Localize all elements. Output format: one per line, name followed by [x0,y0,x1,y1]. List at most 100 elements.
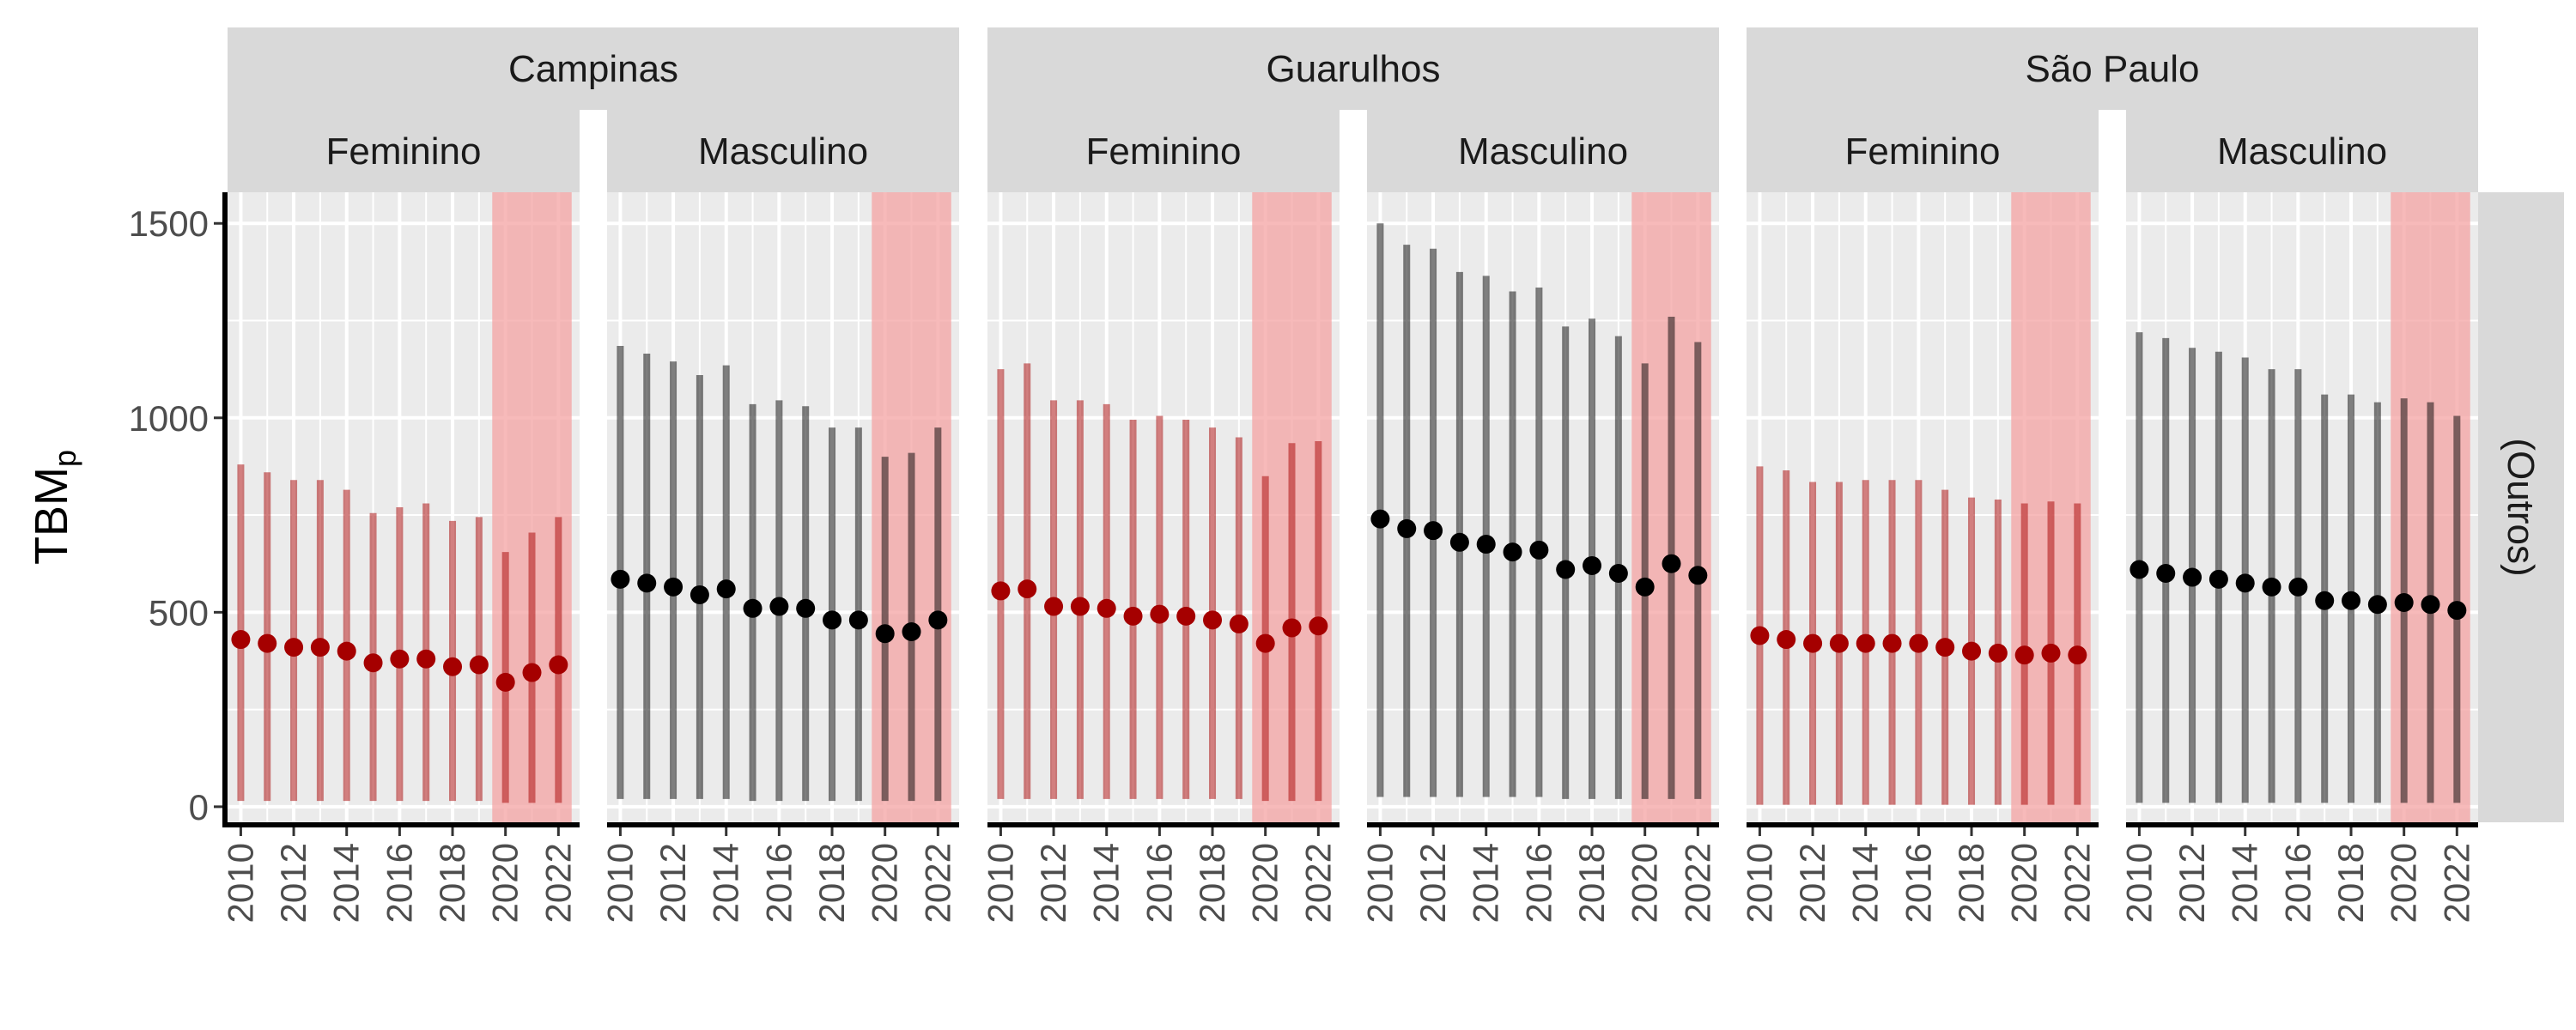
x-tick-label: 2018 [2330,843,2371,923]
data-point [1688,566,1708,585]
data-point [258,633,277,653]
x-tick-label: 2022 [1677,843,1717,923]
facet-panel: Feminino 2010 2012 2014 2016 2018 2020 2022 [980,110,1340,923]
x-tick-label: 2018 [1571,843,1612,923]
x-tick-label: 2010 [980,843,1020,923]
data-point [1882,633,1902,653]
data-point [1229,614,1249,633]
data-point [1803,633,1823,653]
data-point [611,569,630,589]
data-point [1203,610,1223,630]
data-point [1449,532,1469,552]
data-point [1608,564,1628,584]
data-point [1123,606,1143,626]
sex-strip-label: Feminino [326,130,482,173]
data-point [2288,577,2308,597]
city-strip [228,27,959,110]
data-point [928,610,948,630]
data-point [469,655,489,675]
data-point [1282,618,1302,638]
facet-panel: Masculino 2010 2012 2014 2016 2018 2020 2022 [2118,110,2478,923]
city-strip-label: Guarulhos [1266,48,1440,90]
data-point [1476,535,1496,554]
data-point [1635,577,1655,597]
x-tick-label: 2020 [1245,843,1285,923]
data-point [1044,597,1064,616]
x-tick-label: 2012 [653,843,693,923]
data-point [1503,542,1522,562]
row-strip [2478,192,2564,822]
data-point [1750,626,1770,645]
data-point [1935,638,1955,657]
city-strip [987,27,1719,110]
x-tick-label: 2012 [1413,843,1453,923]
x-tick-label: 2014 [1086,843,1127,923]
data-point [284,638,304,657]
data-point [664,577,683,597]
data-point [1070,597,1090,616]
data-point [2342,591,2361,610]
data-point [231,630,251,650]
y-tick-label: 0 [189,787,209,827]
data-point [1556,560,1576,579]
y-tick-label: 1500 [129,203,209,244]
x-tick-label: 2016 [1518,843,1558,923]
data-point [1988,643,2008,663]
x-tick-label: 2016 [758,843,799,923]
x-tick-label: 2020 [485,843,526,923]
x-tick-label: 2014 [2225,843,2265,923]
x-tick-label: 2014 [326,843,367,923]
sex-strip [1367,110,1719,192]
city-strip [1747,27,2478,110]
data-point [875,624,895,644]
sex-strip-label: Feminino [1845,130,2001,173]
data-point [1176,606,1196,626]
data-point [390,649,410,669]
x-tick-label: 2022 [2436,843,2476,923]
data-point [1370,509,1390,529]
y-axis-title-main: TBM [26,467,77,565]
data-point [2447,601,2467,621]
x-tick-label: 2018 [432,843,472,923]
data-point [2129,560,2149,579]
data-point [2421,595,2440,615]
data-point [1397,518,1417,538]
sex-strip-label: Masculino [698,130,868,173]
data-point [443,657,463,676]
x-tick-label: 2010 [220,843,260,923]
data-point [1909,633,1929,653]
data-point [637,573,657,593]
data-point [1829,633,1849,653]
data-point [743,598,762,618]
data-point [2394,593,2414,613]
data-point [1097,598,1116,618]
x-tick-label: 2012 [2172,843,2212,923]
data-point [2183,567,2202,587]
data-point [363,653,383,673]
facet-panel: Masculino 2010 2012 2014 2016 2018 2020 2022 [1359,110,1719,923]
data-point [1255,633,1275,653]
data-point [2014,645,2034,665]
data-point [1962,641,1982,661]
x-tick-label: 2014 [706,843,746,923]
sex-strip [228,110,580,192]
x-tick-label: 2020 [2384,843,2424,923]
data-point [2068,645,2087,665]
x-tick-label: 2018 [1951,843,1991,923]
y-tick-label: 1000 [129,398,209,439]
data-point [769,597,789,616]
data-point [1150,604,1170,624]
data-point [2235,573,2255,593]
data-point [690,585,709,604]
x-tick-label: 2016 [1898,843,1938,923]
y-tick-label: 500 [149,592,209,633]
data-point [416,649,436,669]
data-point [991,581,1011,601]
x-tick-label: 2020 [865,843,905,923]
data-point [823,610,842,630]
sex-strip [607,110,959,192]
x-tick-label: 2022 [538,843,578,923]
x-tick-label: 2020 [2004,843,2044,923]
city-strip-label: Campinas [508,48,678,90]
data-point [848,610,868,630]
